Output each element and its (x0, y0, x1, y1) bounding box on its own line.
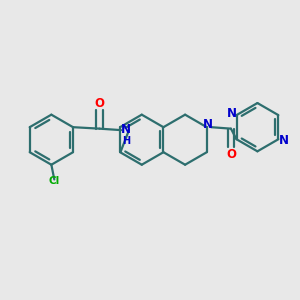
Text: N: N (279, 134, 289, 147)
Text: O: O (226, 148, 236, 161)
Text: H: H (122, 136, 130, 146)
Text: O: O (94, 98, 104, 110)
Text: N: N (203, 118, 213, 131)
Text: Cl: Cl (49, 176, 60, 186)
Text: N: N (121, 123, 131, 136)
Text: N: N (227, 107, 237, 120)
